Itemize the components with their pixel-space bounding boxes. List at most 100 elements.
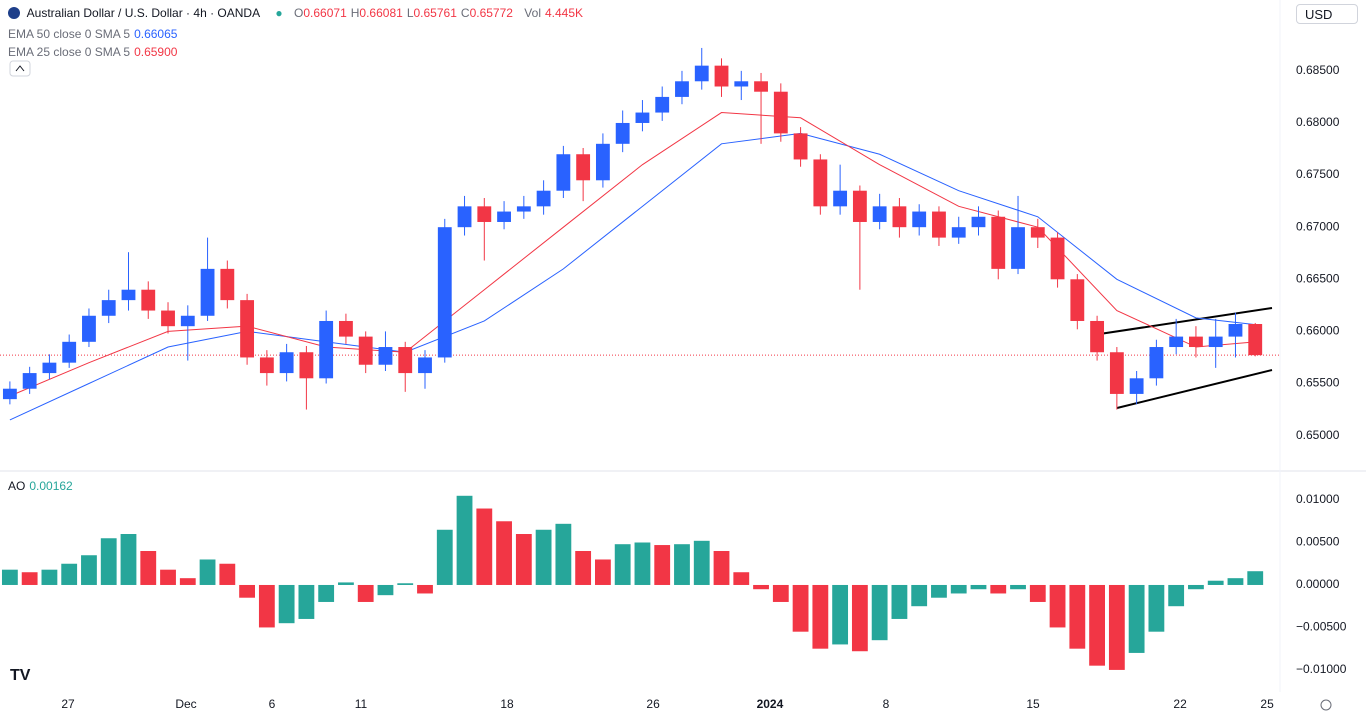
candle-body [358,336,373,365]
candle-body [932,211,946,238]
flag-icon [8,7,20,19]
candle-body [754,81,768,92]
candle-body [339,320,353,337]
candle-body [635,112,650,123]
candle-body [457,206,472,228]
ao-bar [239,584,255,598]
ao-bar [219,563,236,585]
candle-body [615,122,630,144]
candle-body [793,133,808,160]
candle-body [991,216,1006,269]
settings-icon[interactable] [1320,699,1332,711]
candle-body [1169,336,1184,348]
x-tick-label: 25 [1260,697,1274,711]
ao-bar [871,584,888,641]
candle-body [675,81,689,97]
indicator-name: EMA 50 close 0 SMA 5 [8,27,131,41]
candle-body [378,347,393,365]
ohlc-letter: L [406,6,414,20]
ao-bar [298,584,315,619]
candle-body [418,357,432,374]
ao-bar [1049,584,1066,628]
candle-body [62,341,77,363]
candle-body [1149,347,1164,379]
ao-tick-label: −0.01000 [1296,662,1347,676]
ao-bar [397,583,414,585]
ao-tick-label: 0.00500 [1296,535,1340,549]
ao-bar [792,584,809,632]
indicator-value: 0.66065 [134,27,178,41]
ao-name: AO [8,479,26,493]
volume-value: 4.445K [544,6,584,20]
candle-body [200,268,215,316]
candle-body [82,315,96,342]
x-tick-label: 11 [355,697,368,711]
ao-bar [377,584,394,596]
ao-bar [1148,584,1165,632]
indicator-value: 0.65900 [134,45,178,59]
candle-body [279,352,294,374]
x-tick-label: 22 [1173,697,1187,711]
candle-body [2,388,17,400]
logo: TV [10,667,31,684]
y-tick-label: 0.67500 [1296,167,1340,181]
ao-value: 0.00162 [29,479,73,493]
y-tick-label: 0.66000 [1296,324,1340,338]
ao-bar [258,584,275,628]
y-tick-label: 0.65000 [1296,428,1340,442]
collapse-button[interactable] [9,60,31,77]
ao-bar [1089,584,1105,666]
candle-body [536,190,551,207]
candle-body [398,347,413,374]
y-tick-label: 0.65500 [1296,376,1340,390]
collapse-icon [15,65,25,72]
candle-body [1050,237,1065,280]
x-tick-label: 27 [61,697,75,711]
ao-bar [140,550,157,585]
candle-body [121,289,136,301]
candle-body [1030,227,1045,238]
candle-body [1109,352,1124,394]
ao-bar [693,540,710,585]
ao-bar [970,584,987,590]
ohlc-value: 0.66081 [359,6,403,20]
ao-bar [199,559,216,585]
ao-bar [496,521,512,585]
ohlc-letter: H [350,6,360,20]
ao-bar [81,555,97,585]
x-tick-label: Dec [175,697,196,711]
currency-button[interactable]: USD [1296,4,1358,24]
candle-body [714,65,729,87]
ao-bar [772,584,789,602]
ao-bar [1069,584,1086,649]
ao-legend: AO 0.00162 [8,479,77,493]
ao-bar [21,572,38,585]
channel-line [1092,307,1273,336]
symbol-title: Australian Dollar / U.S. Dollar · 4h · O… [26,6,261,20]
ao-bar [417,584,433,594]
ao-bar [1188,584,1204,590]
ohlc-value: 0.65772 [469,6,513,20]
ao-bar [515,534,532,585]
candle-body [161,310,175,327]
y-tick-label: 0.67000 [1296,219,1340,233]
candle-body [694,65,709,82]
candle-body [734,81,749,87]
candle-body [299,352,314,379]
ohlc-value: 0.65761 [413,6,457,20]
ao-bar [812,584,829,649]
candle-body [1070,279,1085,321]
x-tick-label: 26 [646,697,660,711]
ao-bar [832,584,849,645]
candle-body [556,154,571,191]
ao-bar [555,523,572,585]
candle-body [1208,336,1223,348]
candle-body [516,206,531,212]
ao-bar [911,584,928,607]
candle-body [813,159,828,207]
ao-bar [634,542,651,585]
ao-bar [753,584,769,590]
candle-body [576,154,591,181]
x-tick-label: 8 [883,697,890,711]
